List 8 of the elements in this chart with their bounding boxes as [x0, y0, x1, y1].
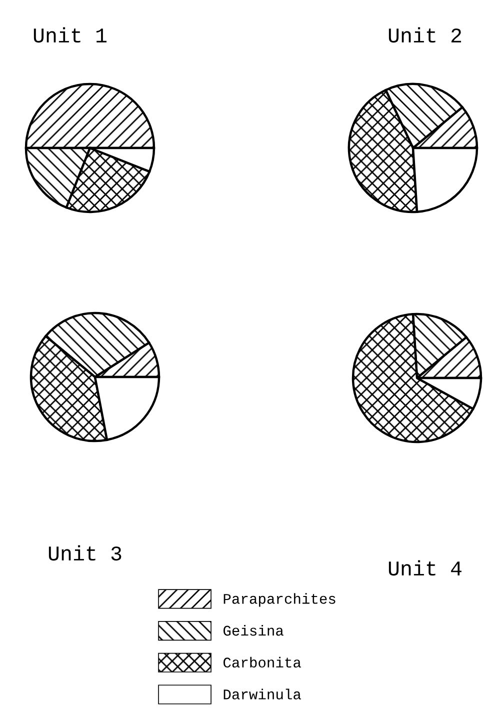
text: Unit 3	[48, 545, 122, 561]
legend-label: Darwinula	[224, 688, 301, 700]
legend-label: Carbonita	[224, 656, 301, 668]
legend-label: Paraparchites	[224, 593, 336, 607]
chart-title: Unit 1	[34, 27, 106, 43]
text: Unit 4	[388, 560, 462, 576]
chart-title: Unit 2	[388, 27, 462, 43]
legend-label: Geisina	[224, 624, 284, 636]
